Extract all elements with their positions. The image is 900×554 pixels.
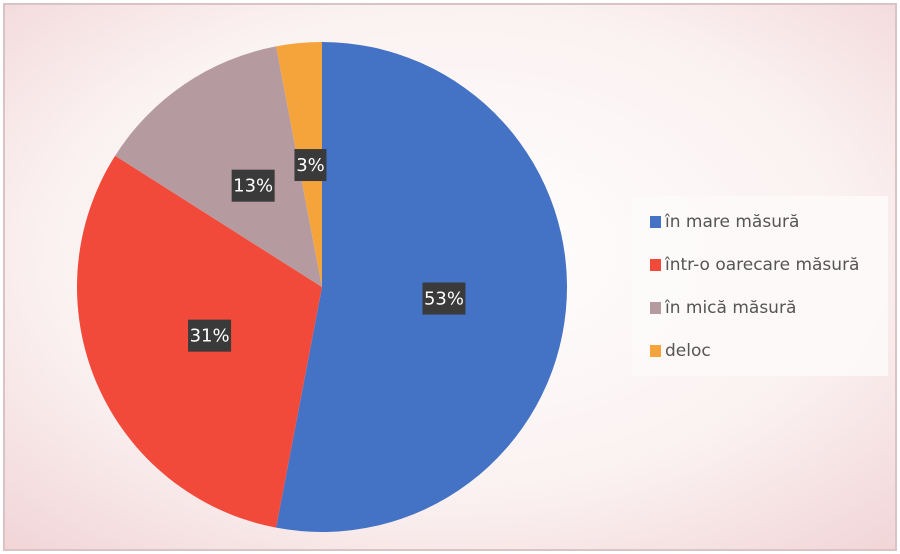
data-label: 53%	[424, 289, 464, 310]
legend-swatch	[650, 345, 661, 357]
data-label: 13%	[233, 176, 273, 197]
legend-label: deloc	[665, 341, 711, 361]
legend-swatch	[650, 302, 661, 314]
legend-box	[632, 196, 888, 376]
legend-label: în mare măsură	[664, 212, 799, 232]
data-label-box	[294, 149, 327, 182]
data-label: 31%	[190, 326, 230, 347]
data-label: 3%	[296, 155, 325, 176]
legend-swatch	[650, 216, 661, 228]
legend-label: în mică măsură	[664, 298, 796, 318]
data-label-box	[422, 282, 466, 315]
legend-swatch	[650, 259, 661, 271]
legend-label: într-o oarecare măsură	[664, 255, 859, 275]
pie-slice	[115, 46, 323, 287]
data-label-box	[231, 169, 275, 202]
data-label-box	[188, 319, 232, 352]
pie-slice	[276, 42, 567, 532]
